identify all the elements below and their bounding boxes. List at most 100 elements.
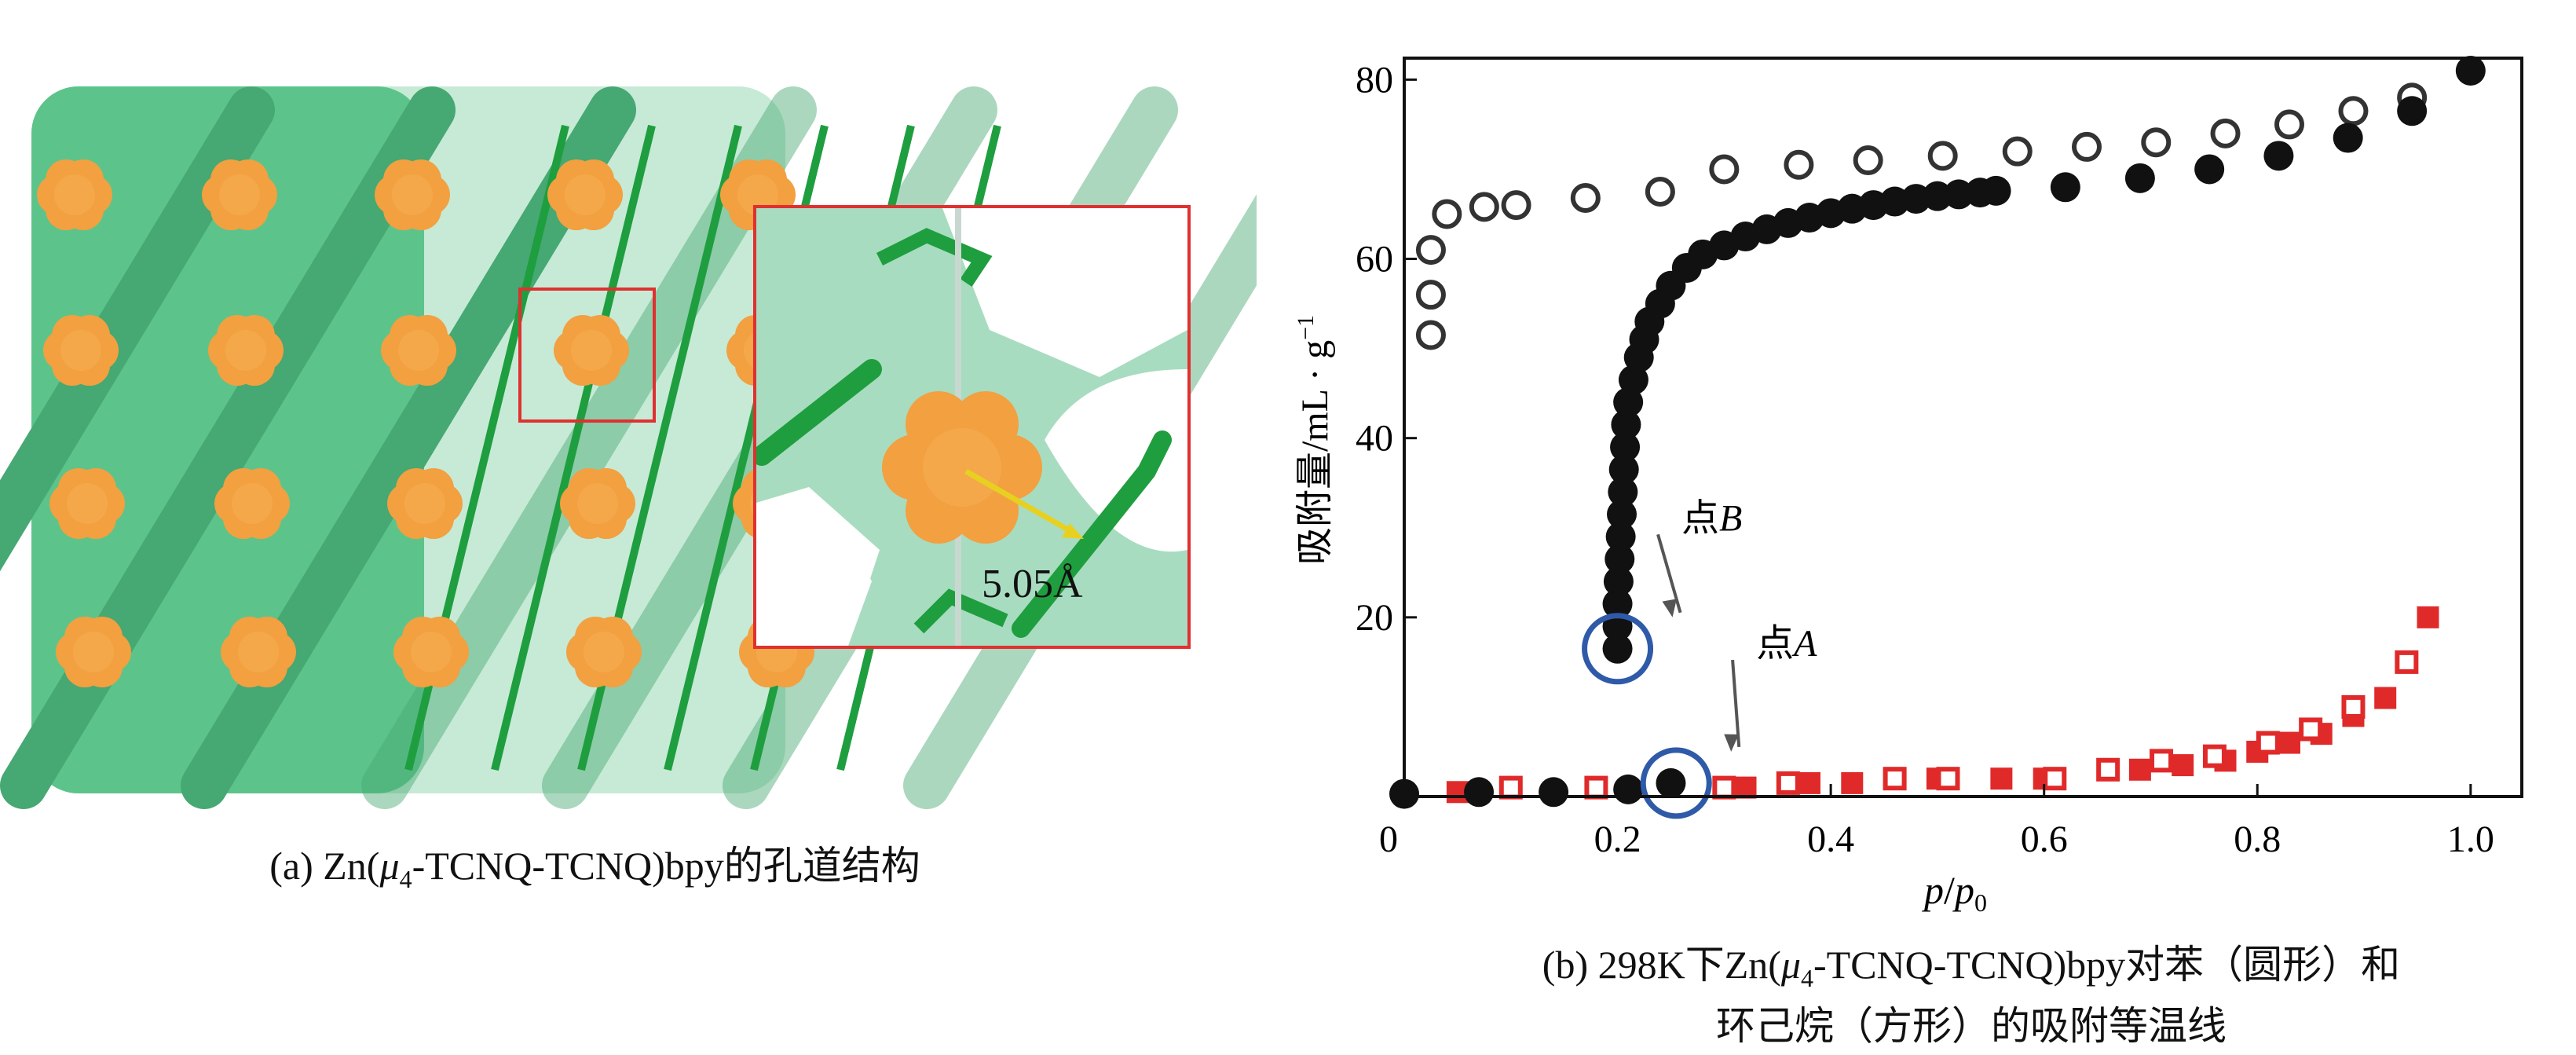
benzene-adsorption-point (2263, 141, 2294, 171)
benzene-desorption-point (1415, 235, 1446, 266)
cyclohexane-adsorption-point (1734, 776, 1757, 799)
benzene-adsorption-point (1602, 633, 1633, 664)
guest-molecule (49, 467, 125, 540)
benzene-desorption-point (2274, 109, 2304, 140)
cyclohexane-desorption-point (1498, 775, 1523, 800)
panel-b-caption-line2: 环己烷（方形）的吸附等温线 (1539, 995, 2403, 1051)
caption-sub: 4 (1801, 964, 1814, 992)
guest-molecule (43, 314, 119, 386)
benzene-desorption-point (1415, 280, 1446, 310)
benzene-adsorption-point (2333, 123, 2363, 153)
cyclohexane-desorption-point (1883, 767, 1907, 791)
benzene-desorption-point (2141, 127, 2172, 158)
benzene-desorption-point (1432, 199, 1462, 229)
cyclohexane-adsorption-point (2128, 758, 2151, 781)
guest-molecule (208, 314, 284, 386)
zoom-source-box (518, 288, 656, 423)
benzene-adsorption-point (2455, 55, 2486, 86)
highlight-circle-A (1640, 747, 1712, 819)
distance-label: 5.05Å (982, 562, 1083, 606)
chart-marks: 点B 点A (1389, 55, 2486, 819)
pore-structure-illustration: 5.05Å (0, 86, 1257, 809)
benzene-adsorption-point (1603, 566, 1634, 597)
y-tick-label: 40 (1356, 418, 1393, 460)
cyclohexane-desorption-point (1712, 775, 1736, 800)
caption-text: (b) 298K下Zn( (1542, 943, 1781, 987)
benzene-adsorption-point (2194, 154, 2225, 185)
y-tick-label: 20 (1356, 597, 1393, 639)
benzene-adsorption-point (1608, 477, 1638, 507)
benzene-adsorption-point (1656, 767, 1686, 798)
cyclohexane-desorption-point (2202, 744, 2227, 768)
guest-molecule (560, 467, 635, 540)
benzene-desorption-point (1415, 320, 1446, 350)
caption-sub: 4 (399, 865, 412, 893)
guest-molecule (56, 616, 131, 688)
y-axis-label: 吸附量/mL · g−1 (1293, 315, 1336, 565)
cyclohexane-adsorption-point (1841, 771, 1864, 794)
distance-arrow (964, 468, 1078, 537)
benzene-adsorption-point (1610, 432, 1641, 463)
cyclohexane-desorption-point (2256, 731, 2280, 755)
caption-mu: μ (1780, 943, 1802, 987)
panel-a-caption: (a) Zn(μ4-TCNQ-TCNQ)bpy的孔道结构 (0, 834, 1190, 894)
x-tick-label: 0.8 (2234, 819, 2281, 860)
benzene-adsorption-point (1602, 588, 1633, 619)
x-tick-label: 0.4 (1807, 819, 1854, 860)
caption-text: -TCNQ-TCNQ)bpy对苯（圆形）和 (1813, 943, 2401, 987)
annotation-label-B: 点B (1681, 497, 1742, 539)
highlight-circle-B (1582, 613, 1654, 685)
x-axis-label: p/p0 (1922, 868, 1987, 917)
panel-b-caption-line1: (b) 298K下Zn(μ4-TCNQ-TCNQ)bpy对苯（圆形）和 (1539, 933, 2403, 993)
cyclohexane-desorption-point (2043, 767, 2067, 791)
benzene-adsorption-point (1613, 387, 1644, 418)
guest-molecule (566, 616, 642, 688)
annotation-arrow-B (1656, 533, 1682, 614)
x-tick-label: 0.6 (2021, 819, 2068, 860)
guest-molecule (214, 467, 290, 540)
benzene-desorption-point (1501, 190, 1531, 221)
cyclohexane-desorption-point (2395, 650, 2419, 674)
benzene-adsorption-point (1981, 175, 2011, 206)
guest-molecule (554, 314, 629, 386)
cyclohexane-adsorption-point (2278, 731, 2300, 754)
benzene-adsorption-point (1922, 181, 1952, 211)
guest-molecule (381, 314, 456, 386)
caption-text: -TCNQ-TCNQ)bpy的孔道结构 (412, 844, 920, 888)
plot-frame (1403, 57, 2523, 798)
benzene-adsorption-point (1944, 179, 1974, 210)
x-tick-label: 0.2 (1594, 819, 1641, 860)
y-tick-label: 80 (1356, 59, 1393, 101)
benzene-desorption-point (2072, 131, 2102, 162)
cyclohexane-adsorption-point (2417, 606, 2439, 628)
benzene-adsorption-point (1605, 544, 1635, 574)
benzene-desorption-point (1645, 176, 1675, 207)
caption-text: (a) Zn( (269, 844, 380, 888)
arrowhead-icon (1724, 734, 1739, 752)
benzene-adsorption-point (1618, 364, 1648, 395)
benzene-desorption-point (1709, 154, 1740, 185)
annotation-label-A: 点A (1756, 623, 1817, 665)
benzene-desorption-point (1927, 141, 1958, 171)
benzene-desorption-point (2210, 118, 2241, 148)
framework-strut (0, 86, 275, 572)
cyclohexane-desorption-point (2150, 749, 2174, 773)
cyclohexane-desorption-point (1776, 771, 1800, 795)
arrowhead-icon (1662, 599, 1677, 617)
benzene-desorption-point (1469, 192, 1499, 222)
cyclohexane-adsorption-point (1798, 771, 1820, 794)
benzene-desorption-point (1784, 149, 1814, 180)
guest-molecule (547, 159, 623, 231)
cyclohexane-adsorption-point (2374, 687, 2397, 709)
benzene-adsorption-point (1606, 499, 1637, 529)
guest-molecule (221, 616, 296, 688)
caption-text: 环己烷（方形）的吸附等温线 (1716, 1004, 2227, 1048)
benzene-desorption-point (2338, 96, 2369, 126)
benzene-desorption-point (1853, 145, 1883, 176)
guest-molecule (375, 159, 450, 231)
annotation-arrow-A (1731, 659, 1741, 748)
benzene-adsorption-point (1611, 409, 1641, 440)
benzene-adsorption-point (1608, 454, 1639, 485)
benzene-adsorption-point (1605, 522, 1636, 552)
